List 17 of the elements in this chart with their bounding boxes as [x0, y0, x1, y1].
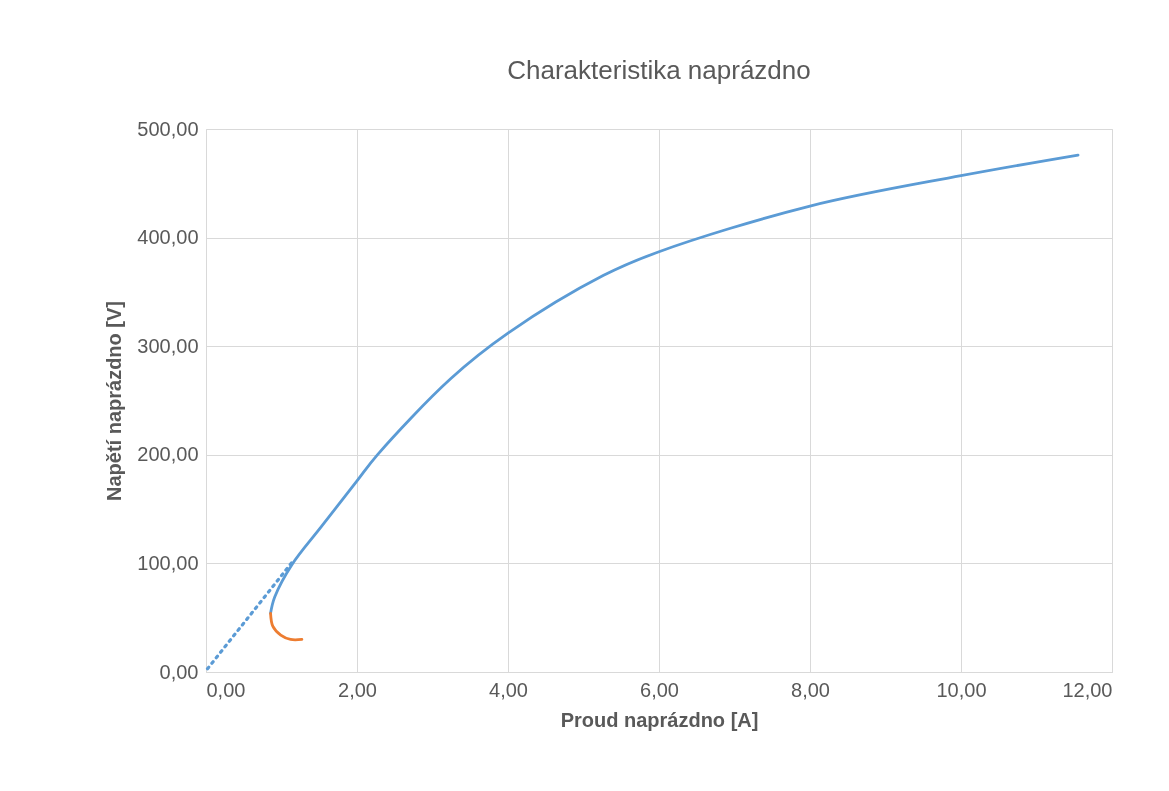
line-series — [269, 611, 304, 642]
x-tick-label: 8,00 — [791, 678, 830, 701]
y-tick-label: 0,00 — [159, 660, 199, 683]
x-tick-label: 10,00 — [936, 678, 987, 701]
x-tick-label: 4,00 — [489, 678, 528, 701]
y-tick-label: 500,00 — [137, 117, 199, 140]
x-tick-label: 2,00 — [338, 678, 377, 701]
x-axis-title: Proud naprázdno [A] — [560, 708, 759, 731]
y-tick-label: 100,00 — [137, 551, 199, 574]
y-tick-label: 300,00 — [137, 334, 199, 357]
y-tick-label: 400,00 — [137, 226, 199, 249]
x-tick-label: 6,00 — [640, 678, 679, 701]
y-tick-label: 200,00 — [137, 443, 199, 466]
y-axis-title: Napětí naprázdno [V] — [103, 300, 126, 502]
x-tick-label: 12,00 — [1062, 678, 1113, 701]
chart-title: Charakteristika naprázdno — [507, 55, 811, 85]
x-tick-label: 0,00 — [206, 678, 246, 701]
